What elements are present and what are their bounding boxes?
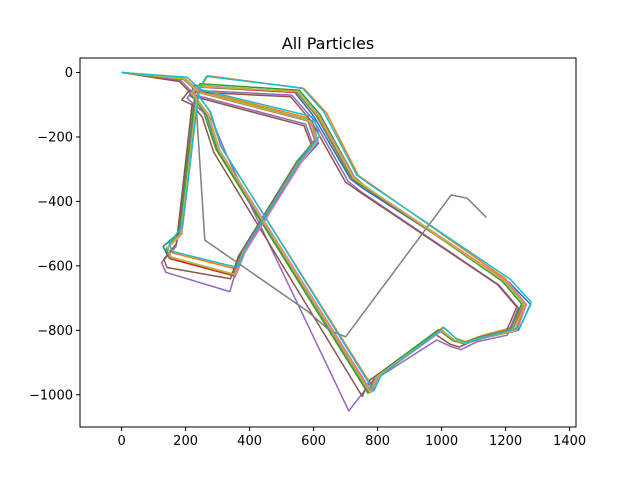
series-layer: [121, 71, 532, 412]
y-tick-label: −400: [37, 195, 73, 210]
y-tick-label: −200: [37, 130, 73, 145]
x-tick-label: 1400: [553, 434, 586, 449]
y-tick-label: 0: [65, 66, 73, 81]
x-tick-label: 0: [117, 434, 125, 449]
x-tick-label: 800: [365, 434, 390, 449]
chart-title: All Particles: [282, 34, 374, 53]
x-tick-label: 1000: [425, 434, 458, 449]
y-tick-label: −600: [37, 259, 73, 274]
y-tick-label: −1000: [29, 388, 73, 403]
series-line-3: [121, 71, 523, 394]
axes-layer: 0 200 400 600 800 1000 1200 1400 0 −200 −400 −600 −8…: [29, 57, 586, 449]
x-tick-label: 400: [237, 434, 262, 449]
x-tick-label: 1200: [489, 434, 522, 449]
x-tick-label: 600: [301, 434, 326, 449]
y-tick-label: −800: [37, 324, 73, 339]
plot-frame: [79, 57, 577, 428]
series-line-10: [121, 71, 532, 392]
x-tick-label: 200: [173, 434, 198, 449]
